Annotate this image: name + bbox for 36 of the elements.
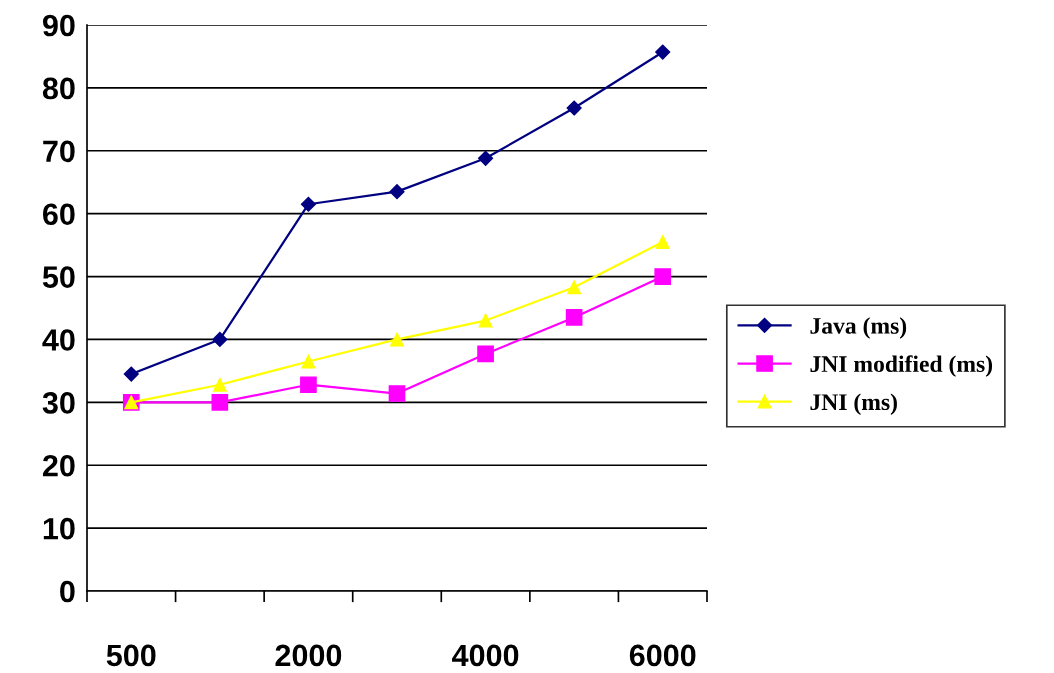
point — [478, 150, 494, 166]
y-tick-label: 20 — [42, 454, 75, 477]
y-tick-label: 0 — [60, 580, 75, 603]
point — [654, 268, 672, 285]
point — [211, 393, 229, 411]
point — [212, 377, 227, 392]
point — [565, 309, 583, 326]
y-tick-label: 70 — [43, 140, 75, 163]
x-tick-label: 500 — [106, 644, 156, 667]
y-tick-label: 80 — [42, 77, 75, 100]
point — [655, 44, 671, 60]
point — [300, 376, 317, 394]
y-tick-label: 50 — [42, 266, 75, 288]
point — [477, 345, 494, 363]
point — [567, 280, 582, 295]
point — [212, 331, 228, 348]
x-tick-label: 6000 — [629, 644, 696, 667]
point — [123, 366, 139, 382]
point — [300, 196, 316, 212]
point — [389, 184, 405, 200]
x-tick-label: 4000 — [452, 644, 519, 667]
y-tick-label: 90 — [42, 14, 75, 37]
legend-label: JNI (ms) — [810, 393, 897, 415]
y-tick-label: 10 — [43, 517, 75, 540]
point — [478, 313, 493, 328]
legend-label: Java (ms) — [810, 317, 907, 339]
point — [390, 332, 404, 347]
y-tick-label: 40 — [42, 329, 75, 351]
y-tick-label: 30 — [42, 392, 75, 414]
legend-label: JNI modified (ms) — [810, 355, 993, 377]
point — [655, 235, 670, 249]
y-tick-label: 60 — [43, 203, 75, 226]
x-tick-label: 2000 — [275, 644, 342, 667]
point — [566, 100, 582, 116]
point — [301, 354, 316, 369]
point — [388, 385, 406, 402]
